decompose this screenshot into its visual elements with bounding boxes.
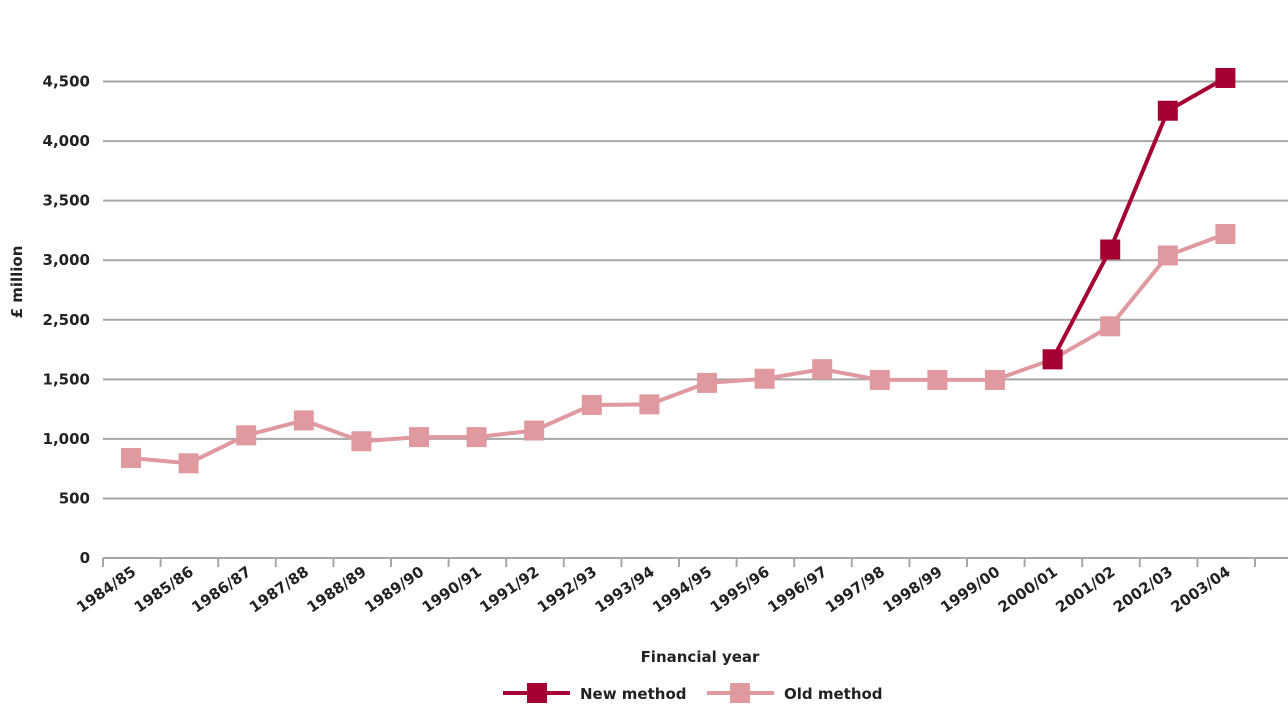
data-point-marker	[351, 431, 372, 452]
legend-marker	[527, 683, 547, 703]
y-tick-label: 4,000	[43, 132, 90, 150]
y-axis-title: £ million	[8, 246, 26, 319]
data-point-marker	[985, 369, 1005, 390]
x-tick-label: 1990/91	[419, 563, 485, 617]
legend-label: New method	[580, 685, 687, 703]
data-point-marker	[178, 453, 199, 474]
legend-label: Old method	[784, 685, 883, 703]
x-tick-label: 1993/94	[592, 563, 658, 617]
legend-marker	[730, 683, 750, 703]
x-axis-title: Financial year	[641, 648, 760, 666]
x-tick-label: 1992/93	[534, 563, 600, 617]
data-point-marker	[1100, 316, 1121, 337]
data-point-marker	[121, 447, 141, 468]
legend-item: New method	[503, 683, 687, 703]
y-tick-label: 1,000	[43, 430, 90, 448]
y-tick-label: 3,000	[43, 251, 90, 269]
data-point-marker	[927, 369, 948, 390]
x-tick-label: 1995/96	[707, 563, 773, 617]
data-point-marker	[409, 427, 429, 448]
x-tick-label: 1989/90	[361, 563, 427, 617]
y-tick-label: 2,500	[43, 311, 90, 329]
x-tick-label: 1987/88	[246, 563, 312, 617]
series-old-method	[121, 224, 1236, 474]
x-tick-label: 1991/92	[476, 563, 542, 617]
data-point-marker	[236, 425, 257, 446]
legend: New method Old method	[503, 683, 883, 703]
data-point-marker	[1215, 224, 1236, 245]
x-tick-label: 2000/01	[995, 563, 1061, 617]
x-tick-label: 1986/87	[188, 563, 254, 617]
x-tick-label: 1994/95	[649, 563, 715, 617]
x-tick-label: 1985/86	[131, 563, 197, 617]
data-point-marker	[466, 427, 487, 448]
gridlines	[103, 80, 1288, 500]
data-point-marker	[869, 369, 890, 390]
x-tick-label: 2001/02	[1052, 563, 1118, 617]
x-tick-label: 2002/03	[1110, 563, 1176, 617]
series-new-method	[1042, 67, 1236, 370]
x-axis: 1984/851985/861986/871987/881988/891989/…	[73, 557, 1288, 617]
x-tick-label: 1996/97	[764, 563, 830, 617]
y-tick-label: 4,500	[43, 73, 90, 91]
data-point-marker	[697, 372, 717, 393]
y-tick-label: 0	[80, 549, 90, 567]
legend-item: Old method	[707, 683, 883, 703]
x-tick-label: 2003/04	[1168, 563, 1234, 617]
x-tick-label: 1984/85	[73, 563, 139, 617]
data-point-marker	[1157, 245, 1178, 266]
x-tick-label: 1988/89	[304, 563, 370, 617]
data-point-marker	[293, 410, 314, 431]
y-tick-label: 3,500	[43, 192, 90, 210]
data-point-marker	[812, 359, 833, 380]
data-point-marker	[524, 420, 545, 441]
data-point-marker	[639, 394, 660, 415]
data-point-marker	[1100, 239, 1121, 260]
series-line	[1050, 76, 1227, 361]
data-point-marker	[1157, 100, 1178, 121]
x-tick-label: 1997/98	[822, 563, 888, 617]
series-layer	[121, 67, 1236, 474]
x-tick-label: 1998/99	[880, 563, 946, 617]
data-point-marker	[581, 394, 602, 415]
data-point-marker	[1215, 67, 1236, 88]
y-tick-label: 500	[59, 489, 90, 507]
data-point-marker	[1042, 349, 1063, 370]
x-tick-label: 1999/00	[937, 563, 1003, 617]
y-axis-tick-labels: 0 500 1,000 1,500 2,500 3,000 3,500 4,000 4,500	[43, 73, 90, 567]
y-tick-label: 1,500	[43, 370, 90, 388]
data-point-marker	[754, 368, 775, 389]
